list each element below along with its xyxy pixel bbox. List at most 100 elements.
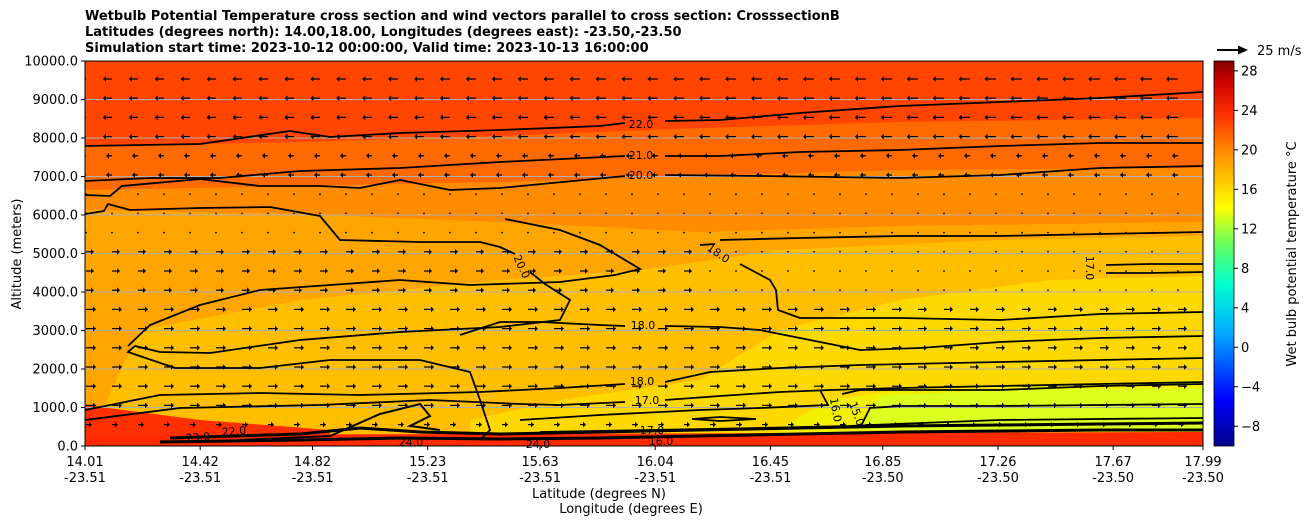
wind-vector — [507, 268, 510, 274]
wind-vector — [639, 306, 642, 313]
wind-vector — [765, 421, 768, 428]
wind-vector — [1080, 306, 1083, 313]
wind-vector — [336, 95, 340, 101]
wind-vector — [509, 383, 512, 389]
wind-vector — [561, 402, 564, 409]
wind-vector — [284, 133, 288, 140]
wind-vector — [1080, 364, 1083, 370]
title-line-3: Simulation start time: 2023-10-12 00:00:… — [85, 41, 649, 56]
contour-label: 18.0 — [630, 375, 655, 388]
wind-vector — [709, 193, 711, 196]
wind-vector — [943, 270, 945, 272]
wind-vector — [362, 76, 366, 82]
wind-vector — [803, 133, 807, 140]
wind-vector — [247, 249, 250, 255]
wind-vector — [401, 421, 404, 428]
wind-vector — [223, 325, 226, 332]
wind-vector — [423, 193, 425, 196]
wind-vector — [821, 325, 824, 332]
wind-vector — [663, 287, 666, 293]
wind-vector — [751, 133, 755, 140]
wind-vector — [119, 345, 122, 351]
wind-vector — [267, 212, 269, 215]
wind-vector — [637, 268, 640, 274]
wind-vector — [1158, 402, 1161, 409]
wind-vector — [761, 250, 763, 253]
wind-vector — [621, 76, 625, 82]
wind-vector — [457, 306, 460, 313]
wind-vector — [873, 364, 876, 370]
wind-vector — [631, 231, 633, 234]
contour-16-loop — [691, 416, 757, 422]
wind-vector — [1106, 325, 1109, 332]
wind-vector — [865, 270, 867, 272]
wind-vector — [93, 325, 96, 332]
wind-vector — [605, 193, 607, 196]
wind-vector — [834, 172, 837, 178]
wind-vector — [215, 193, 217, 196]
wind-vector — [808, 172, 811, 178]
wind-vector — [984, 133, 988, 140]
wind-vector — [787, 231, 789, 234]
wind-vector — [665, 345, 668, 351]
wind-vector — [249, 345, 252, 351]
wind-vector — [1158, 325, 1161, 332]
wind-vector — [585, 249, 588, 255]
wind-vector — [873, 345, 876, 351]
contour-label: 16.0 — [649, 435, 674, 448]
wind-vector — [984, 76, 988, 82]
colorbar-tick-label: 0 — [1241, 341, 1249, 356]
wind-vector — [559, 249, 562, 255]
wind-vector — [215, 231, 217, 234]
wind-vector — [145, 402, 148, 409]
wind-vector — [1047, 250, 1049, 253]
wind-vector — [169, 268, 172, 274]
wind-vector — [392, 153, 395, 159]
wind-vector — [899, 325, 902, 332]
y-tick-label: 2000.0 — [33, 363, 79, 378]
wind-vector — [1047, 212, 1049, 215]
wind-vector — [219, 421, 222, 428]
colorbar-tick-label: 8 — [1241, 262, 1249, 277]
wind-vector — [271, 421, 274, 428]
wind-vector — [429, 287, 432, 293]
wind-vector — [813, 193, 815, 196]
wind-vector — [605, 212, 607, 215]
wind-vector — [319, 193, 321, 196]
wind-vector — [455, 268, 458, 274]
wind-vector — [353, 345, 356, 351]
quiver-key: 25 m/s — [1217, 44, 1302, 59]
wind-vector — [336, 133, 340, 140]
wind-vector — [1036, 133, 1040, 140]
wind-vector — [652, 172, 655, 178]
wind-vector — [262, 153, 265, 159]
wind-vector — [761, 270, 763, 272]
wind-vector — [1073, 270, 1075, 272]
x-tick-label-lat: 16.04 — [637, 455, 674, 470]
wind-vector — [327, 325, 330, 332]
y-tick-label: 5000.0 — [33, 247, 79, 262]
wind-vector — [527, 193, 529, 196]
wind-vector — [397, 193, 399, 196]
wind-vector — [481, 249, 484, 255]
wind-vector — [314, 172, 317, 178]
wind-vector — [813, 250, 815, 253]
wind-vector — [1120, 172, 1123, 178]
wind-vector — [743, 383, 746, 389]
wind-vector — [1177, 270, 1179, 272]
wind-vector — [795, 345, 798, 351]
wind-vector — [891, 289, 893, 292]
x-axis-label-2: Longitude (degrees E) — [559, 502, 703, 517]
wind-vector — [1088, 114, 1092, 121]
wind-vector — [189, 193, 191, 196]
wind-vector — [501, 212, 503, 215]
wind-vector — [275, 402, 278, 409]
wind-vector — [245, 421, 248, 428]
wind-vector — [444, 153, 447, 159]
wind-vector — [247, 287, 250, 293]
wind-vector — [483, 345, 486, 351]
x-axis-label: Latitude (degrees N) — [532, 487, 666, 502]
wind-vector — [465, 95, 469, 101]
wind-vector — [210, 153, 213, 159]
wind-vector — [405, 402, 408, 409]
